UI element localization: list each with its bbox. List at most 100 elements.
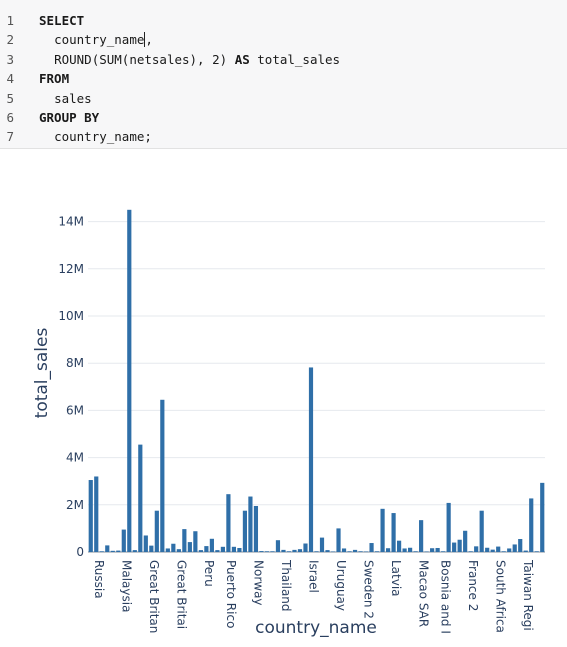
bar[interactable] [171, 543, 176, 552]
code-line[interactable]: 5 sales [0, 89, 567, 108]
bar[interactable] [187, 542, 192, 552]
x-tick-label: Latvia [389, 560, 403, 597]
bar[interactable] [226, 494, 231, 552]
bar[interactable] [363, 551, 369, 553]
bar[interactable] [518, 539, 523, 552]
bar[interactable] [435, 547, 440, 552]
bar[interactable] [110, 550, 115, 552]
code-line[interactable]: 1 SELECT [0, 11, 567, 30]
bar[interactable] [485, 547, 490, 552]
bar[interactable] [270, 551, 275, 552]
bar[interactable] [419, 520, 424, 552]
bar[interactable] [138, 444, 143, 552]
bar[interactable] [347, 551, 352, 552]
bar[interactable] [463, 530, 468, 552]
code-line[interactable]: 7 country_name; [0, 127, 567, 146]
bar[interactable] [160, 399, 165, 552]
bar[interactable] [303, 543, 308, 552]
bar[interactable] [116, 550, 121, 552]
code-line[interactable]: 2 country_name, [0, 30, 567, 49]
bar[interactable] [319, 537, 325, 552]
bar[interactable] [149, 545, 154, 552]
bar[interactable] [446, 502, 451, 552]
bar[interactable] [341, 548, 347, 552]
bar[interactable] [281, 549, 286, 552]
bar[interactable] [330, 551, 336, 553]
bar[interactable] [286, 551, 292, 552]
code-line[interactable]: 3 ROUND(SUM(netsales), 2) AS total_sales [0, 50, 567, 69]
bar[interactable] [529, 498, 534, 552]
line-number: 3 [6, 51, 14, 67]
code-text[interactable]: SELECT [39, 11, 84, 30]
bar[interactable] [391, 513, 396, 552]
bar[interactable] [501, 551, 506, 552]
bar[interactable] [358, 551, 363, 552]
bar[interactable] [441, 551, 446, 552]
bar[interactable] [253, 505, 259, 552]
code-text[interactable]: GROUP BY [39, 108, 99, 127]
code-text[interactable]: sales [39, 89, 92, 108]
bar[interactable] [182, 529, 187, 552]
bar[interactable] [165, 548, 170, 552]
bar[interactable] [132, 550, 137, 552]
bar[interactable] [198, 550, 203, 552]
code-text[interactable]: country_name; [39, 127, 152, 146]
bar[interactable] [424, 551, 429, 553]
bar[interactable] [430, 548, 435, 552]
code-text[interactable]: ROUND(SUM(netsales), 2) AS total_sales [39, 50, 340, 69]
bar[interactable] [275, 540, 281, 552]
bar[interactable] [457, 539, 462, 552]
bar[interactable] [540, 482, 545, 552]
bar[interactable] [204, 546, 209, 552]
bar[interactable] [143, 535, 148, 552]
bar[interactable] [413, 551, 418, 552]
code-text[interactable]: country_name, [39, 30, 153, 49]
bar[interactable] [220, 546, 225, 552]
bar[interactable] [512, 544, 517, 552]
bar[interactable] [264, 551, 270, 552]
bar[interactable] [121, 529, 126, 552]
bar[interactable] [479, 510, 484, 552]
bar[interactable] [325, 550, 330, 552]
bar[interactable] [408, 547, 413, 552]
bar[interactable] [507, 548, 512, 552]
bar[interactable] [534, 551, 539, 552]
code-line[interactable]: 6 GROUP BY [0, 108, 567, 127]
bar[interactable] [402, 548, 407, 552]
bar[interactable] [374, 551, 380, 552]
bar[interactable] [248, 496, 253, 552]
bar[interactable] [385, 548, 391, 552]
bar[interactable] [352, 549, 358, 552]
bar[interactable] [105, 545, 110, 552]
bar[interactable] [297, 549, 303, 552]
bar[interactable] [154, 510, 159, 552]
bar[interactable] [308, 367, 314, 552]
bar[interactable] [369, 543, 374, 552]
bar[interactable] [237, 547, 242, 552]
bar[interactable] [127, 209, 132, 553]
code-line[interactable]: 4 FROM [0, 69, 567, 88]
bar[interactable] [468, 551, 473, 552]
bar[interactable] [336, 528, 341, 552]
bar[interactable] [242, 510, 248, 552]
bar[interactable] [99, 551, 104, 552]
bar[interactable] [380, 508, 385, 552]
bar[interactable] [259, 551, 264, 552]
bar[interactable] [292, 549, 297, 552]
bar[interactable] [209, 538, 214, 552]
bar[interactable] [88, 480, 93, 552]
bar[interactable] [231, 546, 237, 552]
bar[interactable] [452, 542, 457, 552]
bar[interactable] [193, 531, 198, 552]
bar[interactable] [396, 540, 402, 552]
bar[interactable] [474, 546, 479, 552]
bar[interactable] [490, 549, 495, 552]
code-text[interactable]: FROM [39, 69, 69, 88]
bar[interactable] [523, 550, 528, 552]
bar[interactable] [94, 476, 99, 552]
sql-editor[interactable]: 1 SELECT 2 country_name, 3 ROUND(SUM(netsal… [0, 0, 567, 149]
bar[interactable] [314, 551, 319, 552]
bar[interactable] [496, 546, 501, 552]
bar[interactable] [176, 549, 181, 552]
bar[interactable] [215, 550, 220, 552]
